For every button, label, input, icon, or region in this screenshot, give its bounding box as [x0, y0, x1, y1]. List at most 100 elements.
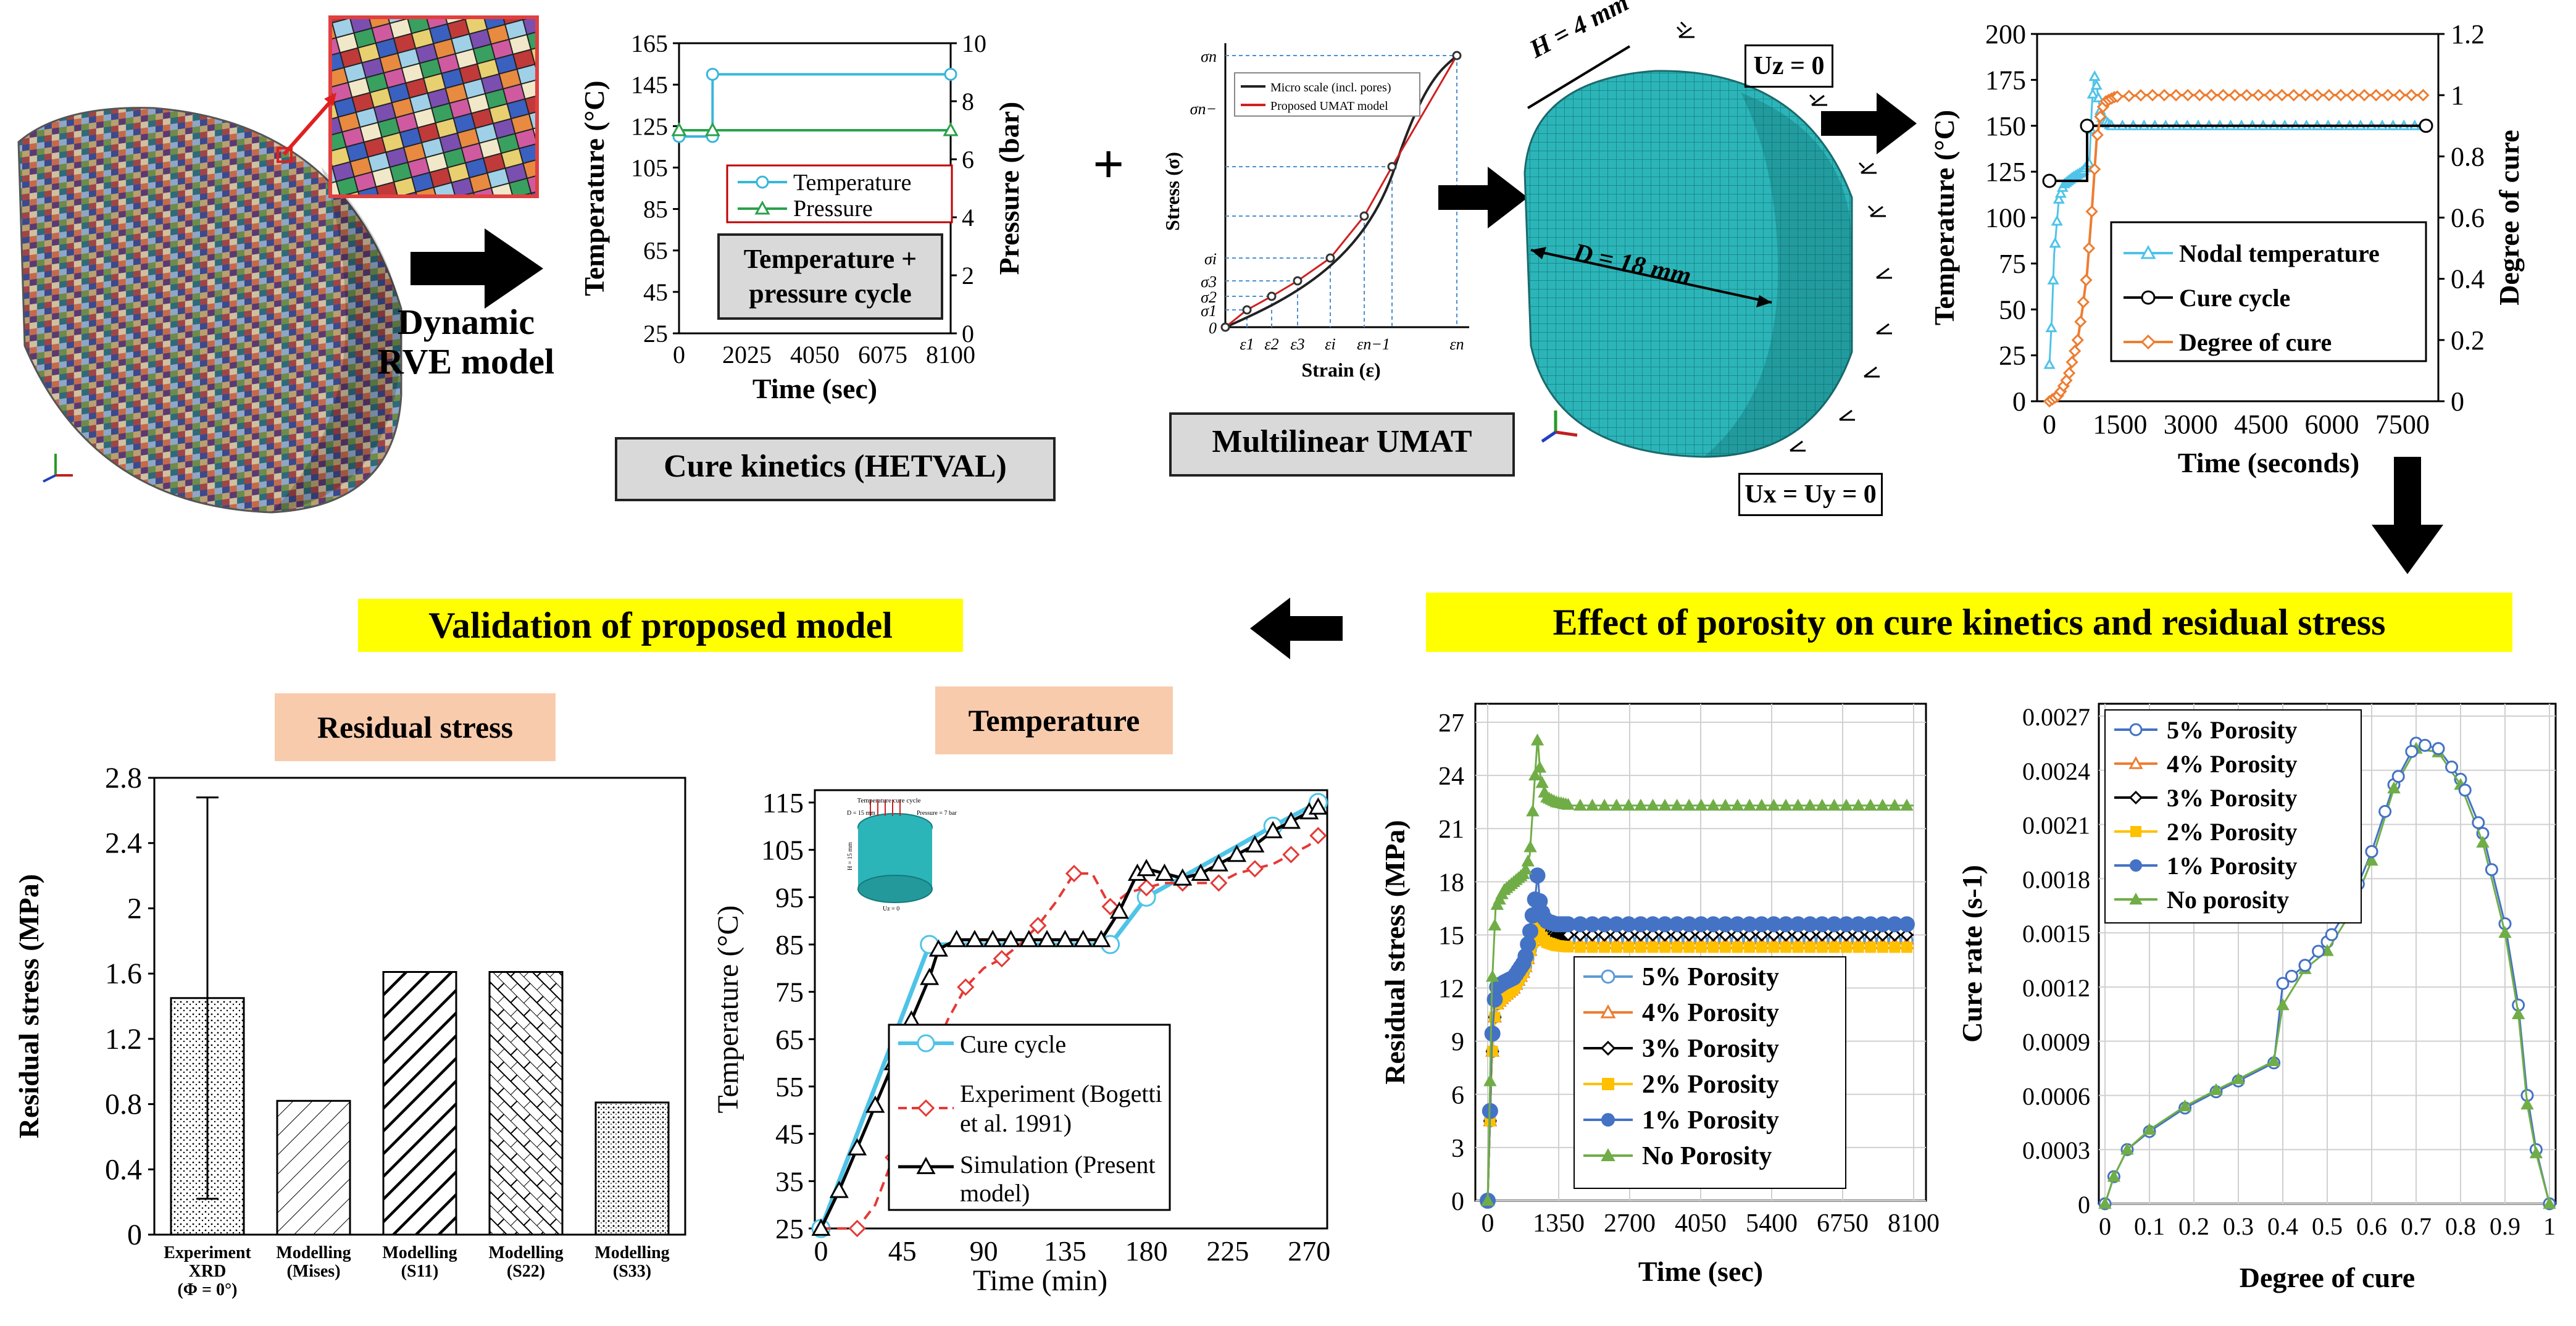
nodal-temperature-point — [2051, 215, 2063, 226]
legend-text: 5% Porosity — [2167, 716, 2297, 744]
effect-heading: Effect of porosity on cure kinetics and … — [1426, 593, 2512, 652]
stress-point — [1670, 928, 1684, 942]
cure-rate-point — [2312, 944, 2325, 958]
y2-axis-label: Pressure (bar) — [993, 102, 1025, 275]
legend-box — [1234, 72, 1420, 117]
y-tick-label: 50 — [1999, 294, 2026, 325]
stress-point — [1521, 854, 1535, 867]
stress-point — [1524, 840, 1537, 853]
cycle-caption-box: Temperature + pressure cycle — [717, 233, 943, 320]
stress-point — [1743, 928, 1757, 942]
stress-point — [1899, 928, 1914, 942]
y-tick-label: 0.0018 — [2022, 865, 2090, 893]
cylinder-mesh-model — [1524, 21, 1892, 458]
simulation-point — [1308, 797, 1328, 815]
stress-point — [1900, 798, 1914, 811]
nodal-temperature-point — [2045, 321, 2057, 333]
simulation-point — [1154, 863, 1174, 881]
stress-point — [1730, 798, 1744, 811]
stress-point — [1522, 923, 1538, 940]
legend-text: Simulation (Present — [960, 1151, 1156, 1178]
y-tick-label: 125 — [631, 112, 668, 140]
x-tick-label: 6075 — [858, 341, 907, 369]
plot-frame — [814, 789, 1328, 1230]
stress-point — [1851, 798, 1865, 811]
legend-marker — [2128, 756, 2143, 769]
x-tick-label: 2025 — [722, 341, 772, 369]
cure-rate-point — [2209, 1083, 2223, 1095]
stress-point — [1586, 941, 1598, 953]
x-tick-label: 0.6 — [2356, 1212, 2387, 1240]
stress-point — [1840, 798, 1853, 811]
degree-of-cure-point — [2071, 333, 2084, 346]
y2-tick-label: 4 — [962, 204, 974, 231]
y2-tick-label: 8 — [962, 88, 974, 115]
degree-of-cure-point — [2134, 89, 2148, 102]
x-tick-label: ε3 — [1290, 335, 1304, 353]
x-tick-label: εn — [1449, 335, 1464, 353]
y-tick-label: 1.6 — [105, 957, 142, 990]
y-tick-label: 200 — [1985, 19, 2026, 49]
stress-point — [1597, 928, 1612, 942]
stress-point — [1529, 867, 1546, 884]
stress-point — [1622, 928, 1636, 942]
x-tick-label: ε1 — [1240, 335, 1254, 353]
legend-box — [2110, 221, 2427, 362]
x-tick-label: 4050 — [1675, 1209, 1727, 1238]
simulation-point — [1109, 901, 1129, 919]
umat-title: Multilinear UMAT — [1212, 424, 1472, 459]
x-category-label: (S22) — [507, 1262, 545, 1281]
stress-point — [1888, 798, 1902, 811]
legend-marker — [2128, 790, 2143, 805]
stress-point — [1864, 798, 1877, 811]
y-tick-label: 115 — [762, 787, 804, 819]
x-tick-label: 135 — [1044, 1235, 1086, 1267]
cure-cycle-point — [2080, 119, 2095, 133]
stress-point — [1611, 941, 1622, 953]
stress-point — [1694, 798, 1708, 811]
degree-of-cure-point — [2217, 89, 2230, 102]
legend-micro-text: Micro scale (incl. pores) — [1270, 81, 1391, 94]
y-tick-label: 75 — [1999, 249, 2026, 279]
stress-point — [1877, 941, 1888, 953]
cure-rate-point — [2325, 928, 2338, 941]
cure-rate-point — [2365, 854, 2378, 866]
cure-rate-point — [2476, 835, 2490, 848]
cure-rate-point — [2276, 998, 2290, 1011]
stress-point — [1528, 769, 1542, 781]
stress-point — [1828, 941, 1840, 953]
cure-rate-point — [2391, 770, 2405, 783]
stress-point — [1778, 928, 1793, 942]
temperature-validation-chart: 25 35 45 55 65 75 85 95 105 115 0 45 90 135 180 225 270 T… — [712, 787, 1330, 1297]
inset-cylinder-bottom — [857, 875, 933, 903]
legend-text: No porosity — [2167, 886, 2289, 914]
y2-tick-label: 0.4 — [2451, 264, 2485, 294]
x-tick-label: 0 — [673, 341, 685, 369]
x-axis-label: Time (min) — [973, 1264, 1107, 1297]
stress-point — [1485, 970, 1499, 982]
y-tick-label: σ2 — [1201, 288, 1217, 306]
stress-point — [1840, 941, 1852, 953]
simulation-point — [1209, 854, 1228, 872]
micro-scale-curve — [1225, 54, 1458, 328]
simulation-point — [1073, 930, 1093, 948]
y2-tick-label: 0.8 — [2451, 141, 2485, 172]
experiment-point — [993, 949, 1011, 968]
degree-of-cure-point — [2169, 89, 2183, 102]
porosity-cure-rate-chart: 0 0.0003 0.0006 0.0009 0.0012 0.0015 0.0018 0.0… — [1956, 703, 2557, 1293]
y-tick-label: 0.0006 — [2022, 1082, 2090, 1110]
x-tick-label: 0.4 — [2267, 1212, 2298, 1240]
legend-marker — [917, 1099, 935, 1117]
y-tick-label: 2.4 — [105, 827, 142, 860]
degree-of-cure-point — [2091, 128, 2104, 141]
cure-rate-point — [2529, 1146, 2543, 1159]
cure-rate-point — [2445, 761, 2459, 774]
y2-axis-label: Degree of cure — [2493, 130, 2525, 305]
umat-curve — [1225, 55, 1458, 328]
cure-rate-point — [2285, 969, 2298, 983]
legend-box — [2104, 709, 2362, 924]
y-tick-label: σi — [1204, 250, 1217, 268]
degree-of-cure-point — [2077, 296, 2090, 309]
x-tick-label: 5400 — [1746, 1209, 1798, 1238]
x-category-label: (Φ = 0°) — [177, 1280, 237, 1299]
